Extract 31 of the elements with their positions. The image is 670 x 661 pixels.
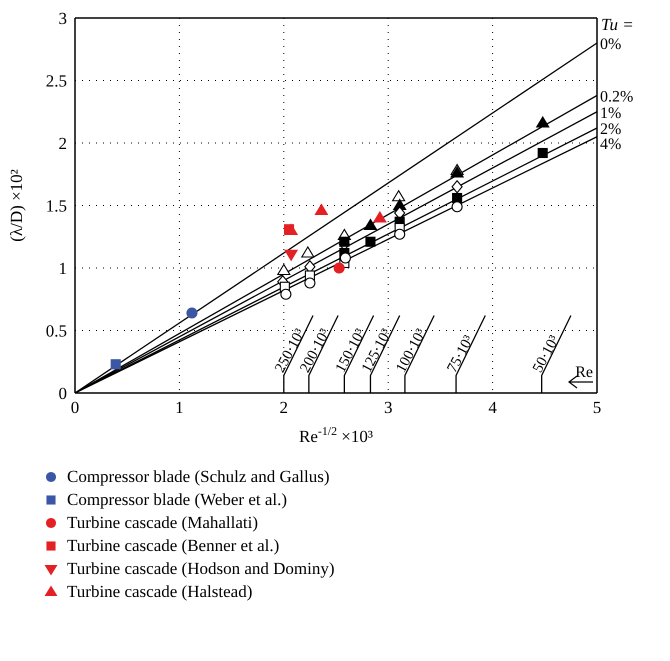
legend-label: Turbine cascade (Halstead) [67,581,252,603]
y-tick-label: 2 [58,134,67,154]
annotation: 100·10³ [393,326,430,376]
annotation: 0% [600,36,622,53]
text: Tu = [601,15,634,34]
annotation: 75·10³ [444,332,478,376]
x-axis-title: Re$^{-1/2}$ ×10³ [299,424,373,446]
x-tick-label: 0 [70,398,80,418]
annotation: 1% [600,104,622,122]
annotation: 4% [600,136,622,153]
annotation: 2% [600,121,622,138]
x-tick-label: 5 [592,398,602,418]
y-tick-label: 1.5 [46,196,67,216]
x-tick-label: 4 [488,398,498,418]
y-tick-label: 0 [58,384,67,404]
y-tick-label: 3 [58,9,67,28]
x-tick-label: 3 [384,398,392,418]
legend-label: Turbine cascade (Mahallati) [67,512,258,534]
legend-label: Turbine cascade (Hodson and Dominy) [67,558,335,580]
legend-label: Compressor blade (Weber et al.) [67,489,288,511]
y-tick-label: 2.5 [46,72,67,91]
x-tick-label: 1 [175,398,184,418]
y-tick-label: 0.5 [46,322,67,341]
legend-label: Compressor blade (Schulz and Gallus) [67,466,330,488]
annotation: 50·10³ [530,332,563,376]
x-tick-label: 2 [280,398,288,418]
y-tick-label: 1 [58,259,67,278]
annotation: 0.2% [600,88,634,106]
legend-label: Turbine cascade (Benner et al.) [67,535,280,557]
annotation: Re [575,364,593,381]
y-axis-title: (λ/D) ×10² [7,169,26,242]
